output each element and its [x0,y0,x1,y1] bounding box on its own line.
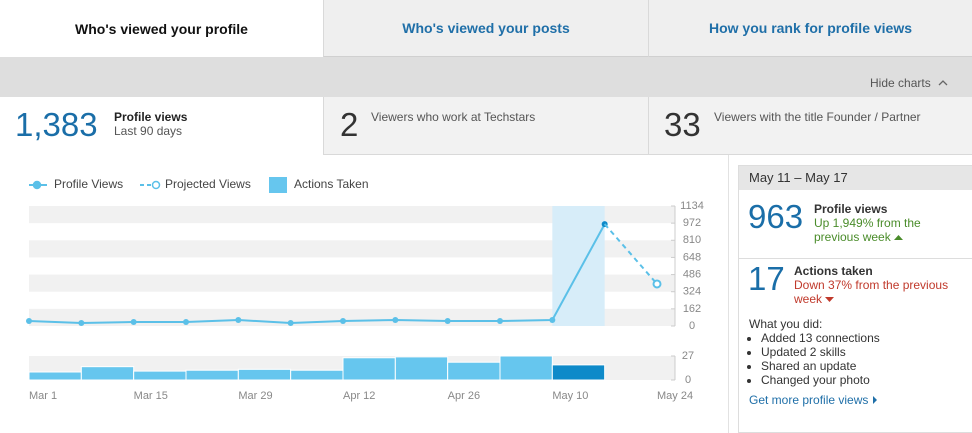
line [28,223,606,325]
y2-tick-label: 0 [685,374,691,386]
bar [290,369,344,381]
x-tick-label: Mar 1 [29,390,57,402]
sidebar-actions-label: Actions taken [794,264,873,278]
hide-charts-text[interactable]: Hide charts [870,76,931,90]
y-tick-label: 162 [683,303,701,315]
bar [342,357,396,381]
bar [394,356,449,381]
legend-swatch [32,180,42,190]
stat-value: 2 [340,106,359,143]
point [549,316,556,323]
toolbar [0,57,972,97]
divider [323,154,972,155]
link[interactable]: Get more profile views [749,393,880,407]
point [652,279,662,289]
x-tick-label: Apr 12 [343,390,375,402]
y-tick-label: 648 [683,251,701,263]
sidebar-views-label: Profile views [814,202,888,216]
divider [739,258,972,259]
bar [447,361,501,381]
did-title: What you did: [749,317,823,331]
stat: 2 Viewers who work at Techstars [323,97,648,155]
sidebar-actions-change: Down 37% from the previous week [794,278,949,306]
arrow-up [894,235,904,240]
y-tick-label: 486 [683,268,701,280]
stat: 33 Viewers with the title Founder / Part… [648,97,972,155]
point [340,318,346,325]
tab-active[interactable]: Who's viewed your profile [0,0,323,57]
y-tick-label: 810 [683,234,701,246]
stat: 1,383 Profile views Last 90 days [0,97,323,155]
legend-label: Profile Views [54,177,123,191]
x-tick-label: Mar 15 [134,390,168,402]
arrow-down [825,297,835,302]
grid-band [29,274,675,292]
legend-swatch [269,177,287,193]
x-tick-label: May 10 [552,390,588,402]
tab[interactable]: Who's viewed your posts [323,0,648,57]
bar [28,371,82,381]
y-tick-label: 0 [689,320,695,332]
hide-charts[interactable]: Hide charts [870,76,948,90]
sidebar-range: May 11 – May 17 [739,166,972,190]
point [392,316,399,323]
x-tick-label: Mar 29 [238,390,272,402]
y-tick-label: 324 [683,286,701,298]
bar [499,355,553,381]
point [78,320,85,327]
y-tick-label: 1134 [680,200,704,212]
point [444,318,451,325]
caret-up [938,80,948,86]
stat-label: Viewers who work at Techstars [371,110,536,124]
y2-tick-label: 27 [682,350,694,362]
grid-band [29,240,675,258]
bar [551,364,606,381]
stat-value: 1,383 [15,106,98,143]
did-item: Updated 2 skills [761,345,880,359]
stat-label: Viewers with the title Founder / Partner [714,110,921,124]
link-text[interactable]: Get more profile views [749,393,869,407]
chart: 0 162 324 486 648 810 972 1134 0 27 Mar 1 Mar 15 Mar… [26,177,704,402]
bar [185,369,239,381]
did-item: Shared an update [761,359,880,373]
sidebar-views-change: Up 1,949% from the previous week [814,216,921,244]
bar [133,370,187,381]
link-arrow [872,396,877,404]
point [183,318,189,325]
stat-sublabel: Last 90 days [114,124,183,138]
point [287,320,294,327]
point [497,318,503,325]
stat-value: 33 [664,106,701,143]
sidebar: May 11 – May 17 963 Profile views Up 1,9… [738,165,972,433]
bar [237,368,292,381]
point [130,318,137,325]
stat-label: Profile views [114,110,188,124]
legend-label: Actions Taken [294,177,369,191]
tab[interactable]: How you rank for profile views [648,0,972,57]
legend-swatch [151,180,161,190]
line [603,223,658,285]
sidebar-views: 963 [748,198,804,235]
highlight-band [552,206,605,326]
legend-label: Projected Views [165,177,251,191]
divider [728,155,729,433]
x-tick-label: May 24 [657,390,693,402]
did-item: Changed your photo [761,373,880,387]
point [235,316,242,323]
sidebar-actions: 17 [748,260,785,297]
point [26,318,32,325]
x-tick-label: Apr 26 [448,390,480,402]
bar [80,366,135,381]
grid-band [29,206,675,224]
did-item: Added 13 connections [761,331,880,345]
y-tick-label: 972 [683,217,701,229]
